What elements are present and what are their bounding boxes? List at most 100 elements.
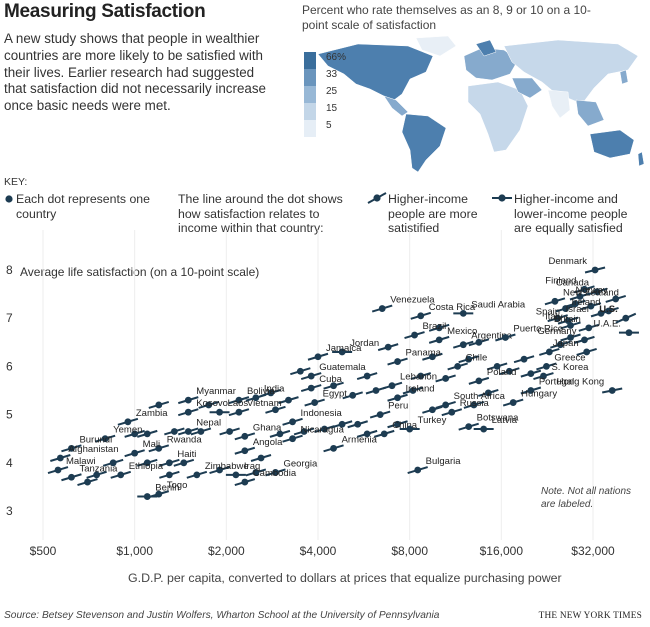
country-point bbox=[282, 417, 303, 426]
unlabeled-country bbox=[539, 347, 560, 356]
country-point bbox=[547, 314, 568, 323]
country-dot bbox=[442, 401, 450, 409]
unlabeled-country bbox=[356, 372, 378, 380]
country-dot bbox=[272, 469, 279, 476]
country-point bbox=[300, 384, 322, 393]
country-label: Britain bbox=[554, 314, 581, 325]
country-point bbox=[61, 444, 82, 453]
legend-label: 5 bbox=[326, 120, 332, 131]
country-dot bbox=[289, 418, 296, 426]
country-point bbox=[410, 311, 432, 320]
unlabeled-country bbox=[124, 429, 145, 438]
country-dot bbox=[165, 471, 173, 479]
country-dot bbox=[540, 372, 547, 380]
country-dot bbox=[193, 471, 201, 479]
country-dot bbox=[435, 336, 443, 344]
country-label: Bolivia bbox=[247, 386, 276, 397]
country-point bbox=[178, 427, 199, 436]
country-point bbox=[234, 478, 256, 487]
map-southeast-asia bbox=[575, 99, 605, 127]
country-label: Georgia bbox=[283, 458, 318, 469]
country-label: Cambodia bbox=[253, 468, 297, 479]
country-dot bbox=[448, 408, 456, 416]
country-label: Latvia bbox=[492, 415, 518, 426]
country-label: Lebanon bbox=[400, 372, 437, 383]
country-dot bbox=[380, 430, 388, 438]
country-label: Ghana bbox=[253, 422, 282, 433]
world-map bbox=[317, 35, 645, 173]
country-point bbox=[576, 347, 597, 356]
country-point bbox=[228, 396, 250, 405]
country-label: Malawi bbox=[66, 456, 96, 467]
country-label: Myanmar bbox=[196, 386, 236, 397]
country-dot bbox=[226, 428, 233, 435]
country-point bbox=[381, 381, 403, 390]
unlabeled-country bbox=[463, 401, 485, 409]
country-point bbox=[428, 335, 450, 344]
country-point bbox=[533, 372, 554, 380]
unlabeled-country bbox=[435, 374, 456, 383]
y-tick-label: 6 bbox=[6, 359, 13, 373]
country-dot bbox=[605, 307, 612, 315]
country-dot bbox=[330, 444, 337, 452]
country-point bbox=[578, 323, 600, 332]
country-dot bbox=[585, 324, 593, 332]
map-japan bbox=[619, 69, 629, 85]
country-point bbox=[574, 285, 595, 294]
country-label: Argentina bbox=[471, 331, 512, 342]
country-dot bbox=[131, 449, 139, 457]
country-dot bbox=[235, 396, 243, 404]
map-new-zealand bbox=[637, 151, 645, 167]
x-tick-label: $4,000 bbox=[300, 544, 337, 558]
country-label: Greece bbox=[554, 352, 585, 363]
country-dot bbox=[170, 428, 178, 435]
country-dot bbox=[241, 478, 249, 486]
country-dot bbox=[285, 396, 292, 404]
x-tick-label: $16,000 bbox=[480, 544, 524, 558]
country-label: Brazil bbox=[423, 321, 447, 332]
unlabeled-country bbox=[190, 427, 212, 436]
unlabeled-country bbox=[486, 362, 508, 371]
unlabeled-country bbox=[148, 401, 170, 409]
unlabeled-country bbox=[278, 396, 299, 405]
country-dot bbox=[314, 353, 322, 361]
country-dot bbox=[428, 406, 436, 414]
map-africa bbox=[467, 81, 529, 153]
country-point bbox=[50, 454, 71, 462]
country-point bbox=[94, 434, 116, 443]
country-dot bbox=[554, 314, 562, 322]
country-label: Guatemala bbox=[319, 362, 366, 373]
country-label: Rwanda bbox=[167, 434, 203, 445]
country-point bbox=[602, 387, 623, 394]
country-label: Armenia bbox=[342, 434, 378, 445]
map-central-america bbox=[383, 95, 409, 117]
country-dot bbox=[454, 363, 462, 370]
country-label: Angola bbox=[253, 437, 283, 448]
country-point bbox=[387, 393, 408, 402]
unlabeled-country bbox=[347, 420, 368, 429]
country-label: Mali bbox=[143, 439, 160, 450]
country-dot bbox=[252, 469, 260, 476]
country-dot bbox=[581, 285, 588, 293]
unlabeled-country bbox=[269, 429, 291, 438]
country-point bbox=[495, 333, 516, 342]
map-scandinavia bbox=[475, 39, 497, 57]
chart-note: Note. Not all nations are labeled. bbox=[541, 486, 632, 510]
country-dot bbox=[543, 363, 550, 370]
country-dot bbox=[155, 401, 163, 409]
unlabeled-country bbox=[377, 343, 399, 352]
country-label: S. Korea bbox=[551, 362, 589, 373]
map-legend: 66% 33 25 15 5 bbox=[304, 52, 346, 137]
key-steep-text: Higher-income people are more satistifie… bbox=[388, 192, 478, 235]
country-dot bbox=[143, 459, 151, 467]
country-label: Togo bbox=[167, 480, 188, 491]
country-dot bbox=[363, 430, 371, 438]
country-dot bbox=[622, 314, 630, 322]
country-dot bbox=[587, 302, 595, 310]
country-point bbox=[407, 466, 428, 474]
country-dot bbox=[475, 338, 483, 346]
unlabeled-country bbox=[323, 381, 344, 390]
country-dot bbox=[583, 348, 591, 356]
unlabeled-country bbox=[245, 468, 267, 477]
